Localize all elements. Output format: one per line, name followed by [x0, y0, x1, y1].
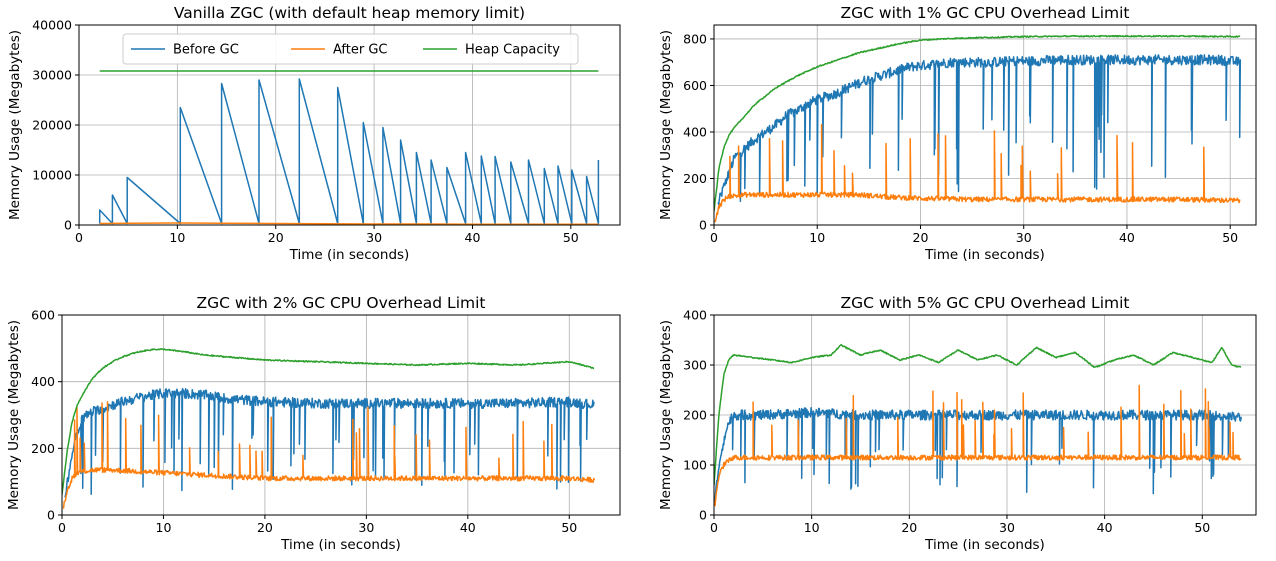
y-tick-label: 0 — [64, 218, 72, 233]
series-line-before-gc — [717, 54, 1242, 205]
legend-box — [122, 33, 579, 65]
chart-title: ZGC with 2% GC CPU Overhead Limit — [197, 294, 486, 312]
y-axis-label: Memory Usage (Megabytes) — [7, 30, 23, 220]
x-tick-label: 10 — [169, 230, 185, 245]
series-line-heap-capacity — [714, 34, 1241, 212]
axes-frame — [713, 24, 1257, 226]
x-tick-label: 20 — [913, 230, 929, 245]
series-line-after-gc — [714, 384, 1242, 507]
legend-entry: Heap Capacity — [465, 43, 560, 58]
y-tick-label: 20000 — [32, 118, 72, 133]
x-axis-label: Time (in seconds) — [289, 247, 410, 263]
x-tick-label: 50 — [561, 520, 577, 535]
y-tick-label: 10000 — [32, 168, 72, 183]
chart-panel-4: 0 10 20 30 40 50 0 100 200 300 400 ZGC with 5% GC C… — [658, 294, 1257, 553]
series-line-after-gc — [714, 123, 1241, 223]
x-tick-label: 20 — [268, 230, 284, 245]
y-tick-label: 200 — [683, 171, 707, 186]
plot-area — [714, 34, 1242, 223]
chart-title: ZGC with 5% GC CPU Overhead Limit — [841, 294, 1130, 312]
chart-panel-1: 0 10 20 30 40 50 0 10000 20000 30000 40000 Vanilla … — [7, 4, 621, 263]
y-tick-label: 0 — [699, 218, 707, 233]
series-line-heap-capacity — [714, 343, 1242, 486]
x-tick-label: 50 — [1222, 230, 1238, 245]
legend-entry: After GC — [333, 43, 388, 58]
y-tick-label: 40000 — [32, 18, 72, 33]
plot-area — [98, 70, 600, 225]
x-tick-label: 40 — [1119, 230, 1135, 245]
series-line-before-gc — [714, 406, 1242, 502]
series-line-after-gc — [62, 400, 596, 509]
y-axis-label: Memory Usage (Megabytes) — [658, 30, 674, 220]
x-tick-label: 30 — [366, 230, 382, 245]
x-tick-label: 30 — [358, 520, 374, 535]
axes-frame — [61, 314, 621, 516]
x-tick-label: 30 — [999, 520, 1015, 535]
y-tick-label: 30000 — [32, 68, 72, 83]
chart-panel-3: 0 10 20 30 40 50 0 200 400 600 ZGC with 2% GC CPU … — [6, 294, 621, 553]
y-tick-label: 100 — [683, 458, 707, 473]
x-tick-label: 50 — [563, 230, 579, 245]
y-tick-label: 200 — [683, 408, 707, 423]
x-tick-label: 10 — [156, 520, 172, 535]
y-axis-label: Memory Usage (Megabytes) — [6, 320, 22, 510]
legend: Before GC After GC Heap Capacity — [122, 33, 579, 65]
x-tick-label: 10 — [804, 520, 820, 535]
x-tick-label: 40 — [460, 520, 476, 535]
y-tick-label: 600 — [31, 308, 55, 323]
series-line-before-gc — [98, 78, 600, 225]
x-tick-label: 20 — [901, 520, 917, 535]
chart-title: ZGC with 1% GC CPU Overhead Limit — [841, 4, 1130, 22]
y-tick-label: 300 — [683, 358, 707, 373]
y-tick-label: 400 — [683, 124, 707, 139]
x-tick-label: 0 — [710, 520, 718, 535]
legend-entry: Before GC — [173, 43, 239, 58]
x-tick-label: 40 — [465, 230, 481, 245]
chart-title: Vanilla ZGC (with default heap memory li… — [174, 4, 525, 22]
series-line-heap-capacity — [62, 348, 595, 495]
y-tick-label: 600 — [683, 78, 707, 93]
series-line-after-gc — [99, 222, 599, 225]
series-line-before-gc — [64, 388, 595, 498]
plot-area — [62, 348, 596, 509]
x-tick-label: 20 — [257, 520, 273, 535]
x-tick-label: 40 — [1097, 520, 1113, 535]
x-tick-label: 50 — [1194, 520, 1210, 535]
x-tick-label: 0 — [75, 230, 83, 245]
x-axis-label: Time (in seconds) — [280, 537, 401, 553]
x-tick-label: 30 — [1016, 230, 1032, 245]
y-tick-label: 0 — [47, 508, 55, 523]
y-axis-label: Memory Usage (Megabytes) — [658, 320, 674, 510]
y-tick-label: 0 — [699, 508, 707, 523]
y-tick-label: 200 — [31, 441, 55, 456]
chart-panel-2: 0 10 20 30 40 50 0 200 400 600 800 ZGC with 1% GC C… — [658, 4, 1257, 263]
x-tick-label: 0 — [710, 230, 718, 245]
x-tick-label: 10 — [809, 230, 825, 245]
y-tick-label: 400 — [683, 308, 707, 323]
x-axis-label: Time (in seconds) — [924, 247, 1045, 263]
x-axis-label: Time (in seconds) — [924, 537, 1045, 553]
y-tick-label: 400 — [31, 374, 55, 389]
plot-area — [714, 343, 1242, 507]
x-tick-label: 0 — [58, 520, 66, 535]
y-tick-label: 800 — [683, 31, 707, 46]
